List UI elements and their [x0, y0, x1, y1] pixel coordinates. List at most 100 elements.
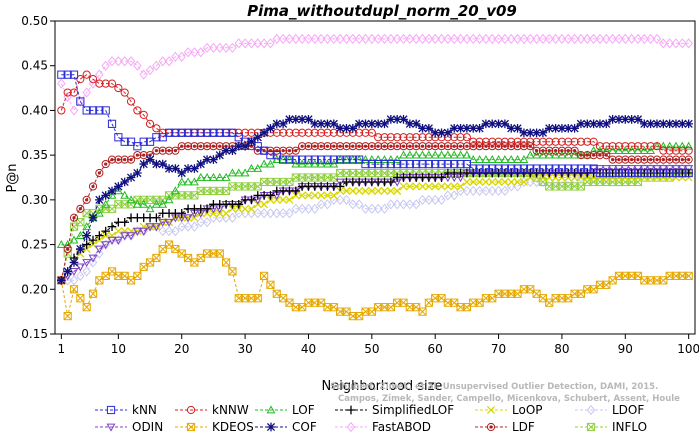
data-point-marker — [551, 150, 561, 159]
data-point-marker — [475, 137, 484, 146]
data-point-marker — [171, 164, 180, 173]
data-point-marker — [285, 128, 294, 137]
data-point-marker — [544, 150, 554, 159]
data-point-marker — [304, 159, 313, 168]
data-point-marker — [544, 123, 554, 133]
data-point-marker — [411, 199, 421, 210]
data-point-marker — [133, 60, 142, 71]
data-point-marker — [671, 38, 681, 49]
data-point-marker — [424, 150, 434, 159]
data-point-marker — [418, 182, 427, 191]
data-point-marker — [209, 128, 218, 137]
data-point-marker — [570, 33, 579, 44]
data-point-marker — [557, 137, 567, 146]
data-point-marker — [462, 159, 471, 169]
data-point-marker — [538, 146, 548, 155]
data-point-marker — [684, 146, 693, 155]
data-point-marker — [583, 164, 592, 173]
legend-label: SimplifiedLOF — [372, 403, 454, 417]
data-point-marker — [500, 137, 510, 146]
data-point-marker — [342, 142, 351, 151]
data-point-marker — [431, 182, 440, 191]
x-tick-label: 60 — [428, 342, 443, 356]
data-point-marker — [405, 142, 414, 151]
data-point-marker — [186, 405, 196, 415]
data-point-marker — [209, 142, 218, 151]
data-point-marker — [586, 404, 596, 416]
data-point-marker — [355, 186, 364, 195]
data-point-marker — [633, 155, 643, 164]
data-point-marker — [545, 146, 554, 155]
data-point-marker — [576, 172, 586, 183]
data-point-marker — [614, 33, 624, 44]
data-point-marker — [177, 142, 186, 151]
data-point-marker — [63, 88, 72, 97]
data-point-marker — [171, 128, 180, 137]
data-point-marker — [88, 106, 98, 115]
data-point-marker — [525, 128, 535, 138]
data-point-marker — [126, 173, 136, 182]
data-point-marker — [259, 128, 269, 138]
data-point-marker — [494, 137, 503, 146]
data-point-marker — [95, 69, 104, 80]
data-point-marker — [336, 155, 345, 164]
data-point-marker — [329, 128, 338, 137]
legend-label: kNN — [132, 403, 157, 417]
data-point-marker — [665, 168, 674, 178]
series-ldf — [57, 142, 693, 285]
data-point-marker — [279, 195, 288, 204]
data-point-marker — [399, 150, 408, 159]
data-point-marker — [75, 230, 85, 240]
data-point-marker — [424, 194, 434, 205]
data-point-marker — [671, 165, 681, 174]
data-point-marker — [266, 422, 276, 432]
legend-label: KDEOS — [212, 420, 254, 434]
legend-label: ODIN — [132, 420, 163, 434]
data-point-marker — [646, 146, 656, 155]
data-point-marker — [101, 199, 111, 208]
y-tick-label: 0.25 — [21, 238, 48, 252]
data-point-marker — [266, 280, 275, 289]
data-point-marker — [152, 159, 161, 169]
data-point-marker — [335, 123, 345, 133]
data-point-marker — [538, 150, 548, 159]
data-point-marker — [101, 231, 110, 240]
data-point-marker — [114, 83, 123, 93]
data-point-marker — [285, 195, 294, 204]
data-point-marker — [487, 119, 497, 129]
data-point-marker — [158, 199, 168, 208]
data-point-marker — [145, 137, 155, 146]
data-point-marker — [304, 33, 313, 44]
data-point-marker — [487, 33, 497, 44]
data-point-marker — [411, 33, 421, 44]
data-point-marker — [336, 142, 345, 151]
data-point-marker — [202, 217, 212, 228]
data-point-marker — [481, 154, 491, 163]
data-point-marker — [481, 119, 491, 129]
data-point-marker — [399, 199, 408, 210]
data-point-marker — [589, 151, 598, 160]
data-point-marker — [215, 128, 224, 137]
data-point-marker — [69, 105, 79, 116]
data-point-marker — [107, 222, 117, 232]
data-point-marker — [107, 186, 117, 196]
data-point-marker — [126, 155, 136, 164]
data-point-marker — [393, 142, 402, 151]
data-point-marker — [462, 33, 472, 44]
data-point-marker — [563, 123, 573, 133]
data-point-marker — [82, 70, 91, 79]
data-point-marker — [374, 159, 383, 169]
data-point-marker — [88, 213, 98, 223]
data-point-marker — [399, 182, 408, 191]
data-point-marker — [310, 191, 319, 200]
data-point-marker — [443, 142, 452, 151]
data-point-marker — [196, 47, 205, 58]
data-point-marker — [215, 42, 225, 53]
data-point-marker — [265, 159, 275, 168]
data-point-marker — [139, 110, 148, 120]
data-point-marker — [519, 128, 529, 138]
data-point-marker — [405, 150, 415, 159]
data-point-marker — [620, 165, 630, 174]
x-tick-label: 20 — [174, 342, 189, 356]
